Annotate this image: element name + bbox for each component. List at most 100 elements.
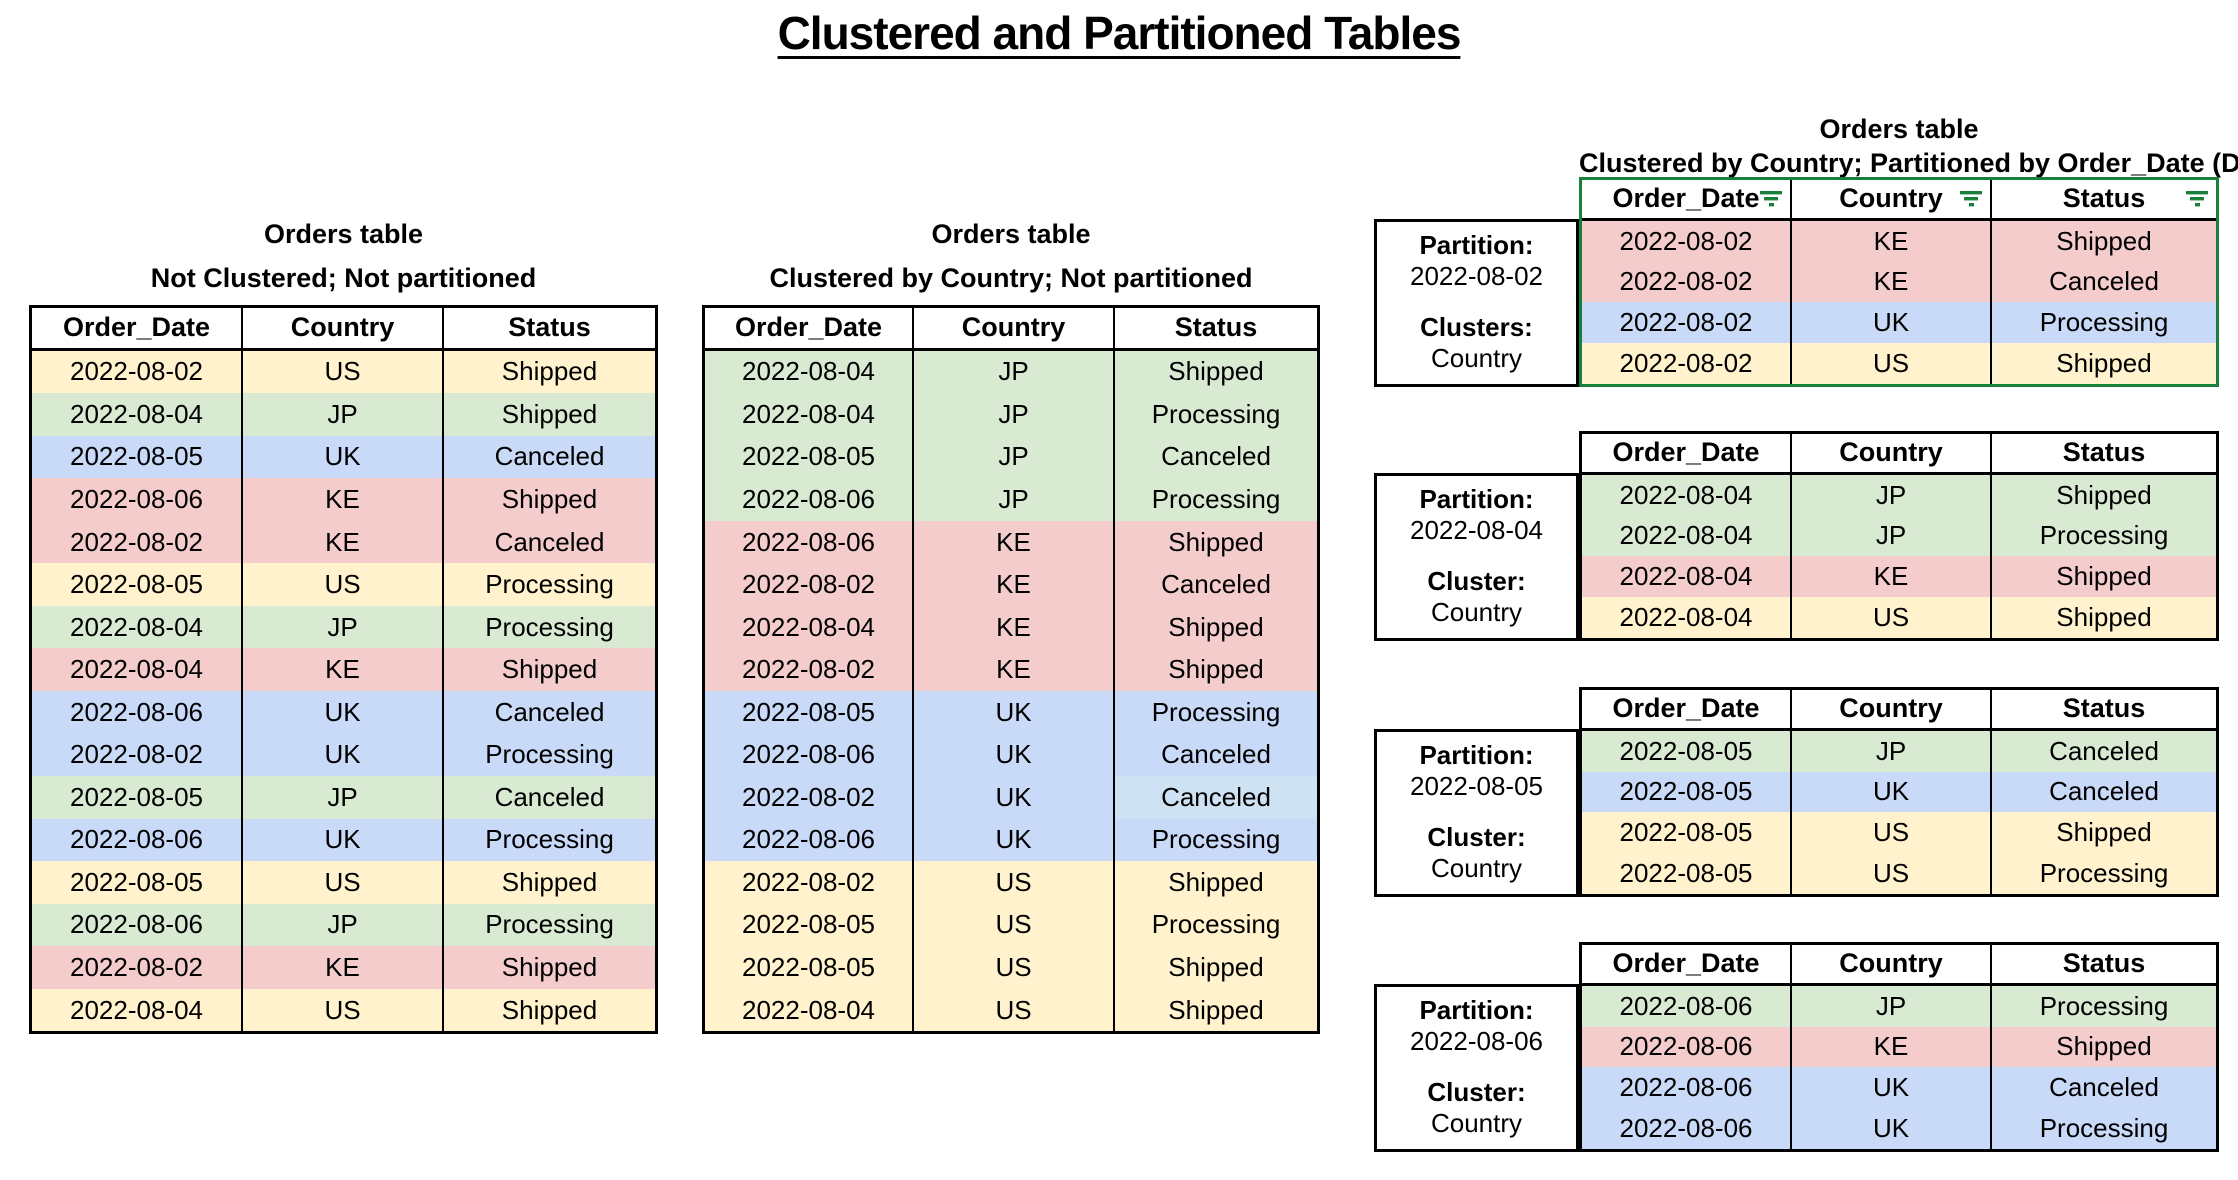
order-date-cell: 2022-08-02: [1582, 220, 1790, 262]
country-cell: UK: [241, 818, 442, 862]
order-date-cell: 2022-08-05: [1582, 771, 1790, 813]
status-cell: Canceled: [1990, 1067, 2216, 1109]
status-cell: Shipped: [1990, 474, 2216, 516]
filter-icon[interactable]: [2185, 189, 2209, 209]
order-date-cell: 2022-08-04: [32, 988, 241, 1032]
order-date-cell: 2022-08-05: [32, 776, 241, 819]
country-cell: US: [912, 946, 1113, 989]
order-date-cell: 2022-08-02: [705, 776, 912, 819]
column-header-status: Status: [1990, 690, 2216, 731]
status-cell: Processing: [1990, 515, 2216, 557]
order-date-cell: 2022-08-04: [32, 648, 241, 691]
status-cell: Canceled: [1990, 261, 2216, 303]
order-date-cell: 2022-08-06: [32, 690, 241, 734]
country-cell: US: [241, 350, 442, 394]
status-cell: Shipped: [1113, 861, 1317, 904]
order-date-cell: 2022-08-06: [1582, 1067, 1790, 1109]
table-subtitle: Clustered by Country; Partitioned by Ord…: [1579, 148, 2238, 178]
status-cell: Shipped: [1990, 812, 2216, 854]
status-cell: Shipped: [1990, 556, 2216, 598]
country-cell: KE: [241, 520, 442, 564]
country-cell: US: [912, 861, 1113, 904]
status-cell: Processing: [1113, 690, 1317, 734]
partition-label-box: Partition: 2022-08-05 Cluster: Country: [1374, 729, 1579, 897]
country-cell: KE: [1790, 556, 1990, 598]
country-cell: UK: [1790, 302, 1990, 344]
partition-2022-08-04: Partition: 2022-08-04 Cluster: Country O…: [1374, 431, 2219, 641]
country-cell: KE: [1790, 261, 1990, 303]
country-cell: US: [912, 988, 1113, 1032]
country-cell: US: [1790, 597, 1990, 638]
order-date-cell: 2022-08-06: [32, 818, 241, 862]
status-cell: Canceled: [442, 776, 655, 819]
country-cell: JP: [241, 776, 442, 819]
country-cell: JP: [912, 478, 1113, 521]
status-cell: Processing: [1113, 903, 1317, 947]
country-cell: UK: [1790, 1108, 1990, 1149]
status-cell: Canceled: [1113, 563, 1317, 606]
country-cell: US: [1790, 812, 1990, 854]
status-cell: Shipped: [442, 350, 655, 394]
partition-label: Partition:: [1419, 740, 1534, 770]
country-cell: KE: [1790, 220, 1990, 262]
order-date-cell: 2022-08-05: [1582, 730, 1790, 772]
order-date-cell: 2022-08-05: [1582, 853, 1790, 894]
order-date-cell: 2022-08-02: [705, 648, 912, 691]
orders-partition-table: Order_Date Country Status 2022-08-05 JP Ca…: [1579, 687, 2219, 897]
column-header-order-date: Order_Date: [1582, 945, 1790, 986]
status-cell: Canceled: [1990, 730, 2216, 772]
order-date-cell: 2022-08-02: [32, 946, 241, 989]
order-date-cell: 2022-08-06: [1582, 1026, 1790, 1068]
status-cell: Shipped: [1990, 220, 2216, 262]
order-date-cell: 2022-08-02: [1582, 343, 1790, 384]
column-header-order-date: Order_Date: [32, 308, 241, 351]
country-cell: US: [1790, 343, 1990, 384]
partition-date: 2022-08-04: [1410, 515, 1543, 545]
order-date-cell: 2022-08-05: [32, 563, 241, 606]
country-cell: JP: [1790, 730, 1990, 772]
partition-2022-08-05: Partition: 2022-08-05 Cluster: Country O…: [1374, 687, 2219, 897]
cluster-value: Country: [1430, 597, 1523, 627]
country-cell: UK: [912, 818, 1113, 862]
country-cell: KE: [912, 648, 1113, 691]
country-cell: KE: [912, 563, 1113, 606]
order-date-cell: 2022-08-04: [705, 393, 912, 436]
country-cell: KE: [241, 478, 442, 521]
country-cell: JP: [241, 903, 442, 947]
country-cell: UK: [241, 733, 442, 777]
country-cell: JP: [241, 605, 442, 649]
country-cell: KE: [241, 946, 442, 989]
column-header-country: Country: [1790, 434, 1990, 475]
column-header-status: Status: [1113, 308, 1317, 351]
column-header-label: Order_Date: [1612, 183, 1760, 214]
filter-icon[interactable]: [1759, 189, 1783, 209]
status-cell: Processing: [1990, 1108, 2216, 1149]
status-cell: Processing: [1113, 818, 1317, 862]
country-cell: UK: [912, 776, 1113, 819]
country-cell: US: [241, 861, 442, 904]
status-cell: Shipped: [442, 478, 655, 521]
order-date-cell: 2022-08-04: [32, 605, 241, 649]
country-cell: KE: [912, 520, 1113, 564]
column-header-label: Country: [1839, 183, 1943, 214]
status-cell: Shipped: [442, 393, 655, 436]
country-cell: US: [241, 988, 442, 1032]
country-cell: US: [912, 903, 1113, 947]
partition-label-box: Partition: 2022-08-02 Clusters: Country: [1374, 219, 1579, 387]
order-date-cell: 2022-08-04: [1582, 556, 1790, 598]
status-cell: Processing: [1990, 302, 2216, 344]
orders-partition-table: Order_Date Country Status 2022-08-04 JP Sh…: [1579, 431, 2219, 641]
filter-icon[interactable]: [1959, 189, 1983, 209]
status-cell: Processing: [442, 818, 655, 862]
column-header-order-date: Order_Date: [1582, 434, 1790, 475]
order-date-cell: 2022-08-05: [705, 946, 912, 989]
country-cell: JP: [1790, 474, 1990, 516]
column-header-status: Status: [1990, 434, 2216, 475]
not-clustered-section: Orders table Not Clustered; Not partitio…: [29, 205, 658, 1035]
status-cell: Canceled: [1990, 771, 2216, 813]
column-header-order-date: Order_Date: [1582, 690, 1790, 731]
table-title: Orders table: [263, 219, 424, 249]
order-date-cell: 2022-08-02: [1582, 261, 1790, 303]
status-cell: Processing: [442, 903, 655, 947]
